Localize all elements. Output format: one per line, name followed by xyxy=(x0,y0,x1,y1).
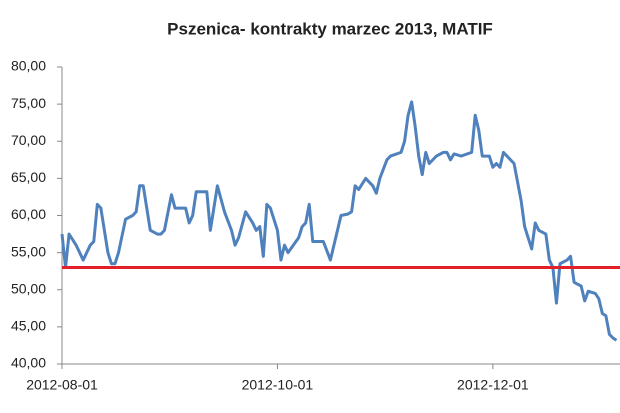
line-series xyxy=(60,100,618,342)
x-tick-label: 2012-08-01 xyxy=(26,377,98,393)
x-tick-label: 2012-10-01 xyxy=(242,377,314,393)
y-tick-label: 80,00 xyxy=(11,58,46,74)
chart-title: Pszenica- kontrakty marzec 2013, MATIF xyxy=(167,19,493,38)
x-tick-label: 2012-12-01 xyxy=(457,377,529,393)
y-tick-label: 45,00 xyxy=(11,318,46,334)
y-tick-label: 70,00 xyxy=(11,132,46,148)
y-tick-label: 40,00 xyxy=(11,355,46,371)
y-tick-label: 75,00 xyxy=(11,95,46,111)
y-tick-label: 60,00 xyxy=(11,206,46,222)
y-tick-label: 65,00 xyxy=(11,169,46,185)
y-tick-label: 50,00 xyxy=(11,280,46,296)
y-tick-label: 55,00 xyxy=(11,243,46,259)
